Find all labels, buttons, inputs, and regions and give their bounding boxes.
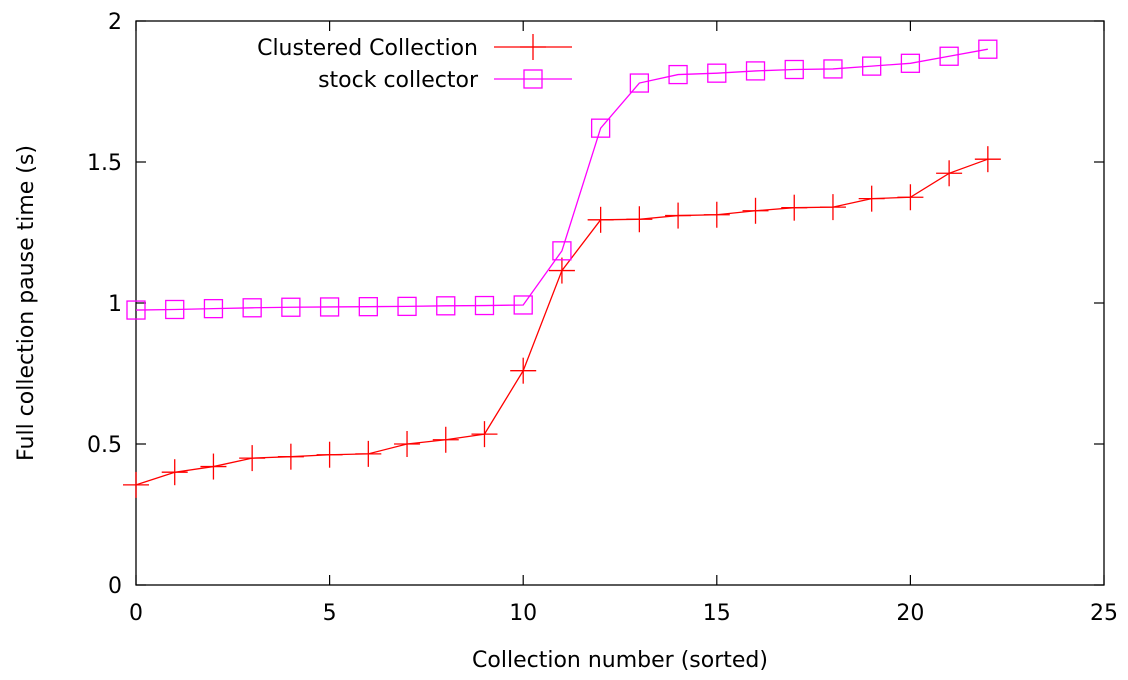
x-tick-label: 5 [323,601,337,626]
data-point-stock-collector [668,64,688,85]
data-point-stock-collector [281,297,301,317]
x-tick-label: 15 [703,601,731,626]
x-tick-label: 10 [509,601,537,626]
data-point-stock-collector [590,118,611,138]
data-point-clustered-collection [665,202,692,229]
y-tick-label: 0 [108,574,122,599]
data-point-stock-collector [474,295,495,316]
data-point-stock-collector [900,53,921,73]
x-tick-label: 0 [129,601,143,626]
data-point-clustered-collection [548,257,575,284]
data-point-stock-collector [745,61,766,81]
x-tick-label: 25 [1090,601,1118,626]
y-axis-title: Full collection pause time (s) [14,145,39,461]
data-point-clustered-collection [819,194,846,221]
data-point-stock-collector [707,63,727,83]
data-point-clustered-collection [510,357,537,384]
legend-label-clustered-collection: Clustered Collection [257,36,478,61]
data-point-clustered-collection [316,441,343,468]
data-point-stock-collector [862,56,882,76]
data-point-clustered-collection [200,453,227,480]
data-point-clustered-collection [239,445,266,472]
data-point-stock-collector [436,296,456,316]
data-point-clustered-collection [703,201,730,228]
data-point-stock-collector [242,298,262,318]
data-point-stock-collector [165,299,185,320]
data-point-clustered-collection [394,431,421,457]
x-tick-label: 20 [896,601,924,626]
data-point-clustered-collection [277,443,304,470]
data-point-clustered-collection [355,440,382,467]
data-point-stock-collector [319,297,340,317]
data-point-clustered-collection [936,160,963,187]
y-tick-label: 2 [108,10,122,35]
data-point-stock-collector [203,298,224,319]
data-point-stock-collector [784,59,804,80]
data-point-clustered-collection [161,459,188,486]
data-point-stock-collector [126,300,146,320]
y-tick-label: 0.5 [87,433,122,458]
data-point-stock-collector [629,73,650,93]
data-point-stock-collector [397,296,417,317]
data-point-clustered-collection [858,185,885,212]
y-tick-label: 1 [108,292,122,317]
data-point-stock-collector [513,295,533,315]
data-point-clustered-collection [471,421,498,448]
series-line-stock-collector [135,48,988,311]
data-point-stock-collector [358,297,378,317]
data-point-stock-collector [939,46,959,66]
data-point-clustered-collection [626,206,653,233]
legend-marker-clustered-collection [520,34,546,60]
y-tick-label: 1.5 [87,151,122,176]
legend-label-stock-collector: stock collector [318,68,479,93]
data-point-clustered-collection [432,426,459,453]
data-point-clustered-collection [123,471,149,498]
data-point-stock-collector [823,59,843,79]
data-point-clustered-collection [781,194,808,221]
data-point-clustered-collection [897,184,924,211]
data-point-stock-collector [978,39,998,59]
data-point-clustered-collection [974,146,1001,173]
legend-marker-stock-collector [523,69,543,89]
series-line-clustered-collection [135,158,989,486]
x-axis-title: Collection number (sorted) [472,648,768,673]
data-point-stock-collector [552,241,572,261]
data-point-clustered-collection [742,197,769,224]
data-point-clustered-collection [587,206,614,233]
